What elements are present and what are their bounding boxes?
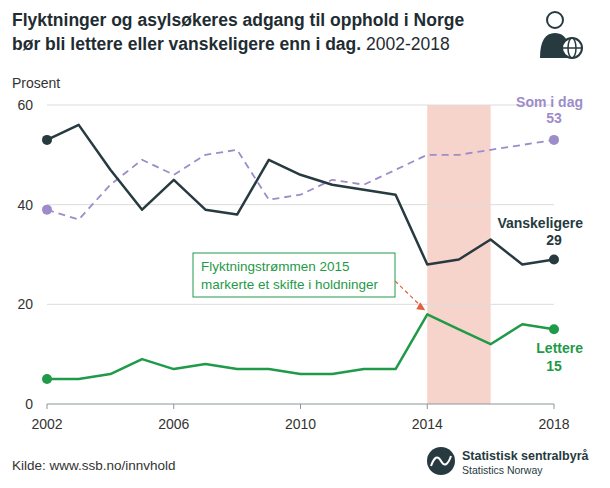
x-tick bbox=[173, 404, 174, 409]
source: Kilde: www.ssb.no/innvhold bbox=[12, 458, 176, 473]
title: Flyktninger og asylsøkeres adgang til op… bbox=[12, 8, 492, 56]
x-tick bbox=[554, 404, 555, 409]
grid-line bbox=[47, 204, 554, 205]
point bbox=[42, 135, 52, 145]
x-tick-label: 2006 bbox=[158, 416, 189, 432]
y-tick-label: 40 bbox=[17, 197, 33, 213]
chart: Prosent 0 20 40 60 2002 2006 2010 2014 2018 Som i … bbox=[0, 0, 610, 488]
grid-line bbox=[47, 304, 554, 305]
x-tick-label: 2002 bbox=[31, 416, 62, 432]
point bbox=[549, 324, 559, 334]
grid-line bbox=[47, 105, 554, 106]
end-value-label: 15 bbox=[546, 358, 562, 374]
y-axis-label: Prosent bbox=[12, 75, 60, 91]
x-tick bbox=[427, 404, 428, 409]
end-value-label: 53 bbox=[546, 110, 562, 126]
point bbox=[549, 254, 559, 264]
x-tick-label: 2010 bbox=[285, 416, 316, 432]
y-tick-label: 20 bbox=[17, 296, 33, 312]
plot-area bbox=[42, 125, 559, 384]
annotation-box bbox=[193, 253, 395, 297]
annotation-arrowhead bbox=[416, 302, 425, 310]
annotation-text: markerte et skifte i holdninger bbox=[201, 277, 379, 292]
logo-text: Statistisk sentralbyrå bbox=[462, 449, 588, 463]
icon bbox=[540, 12, 582, 58]
series-label: Vanskeligere bbox=[497, 215, 583, 231]
annotation-arrow bbox=[395, 281, 422, 307]
highlight-band bbox=[427, 105, 490, 404]
point bbox=[42, 374, 52, 384]
point bbox=[42, 205, 52, 215]
annotation-text: Flyktningstrømmen 2015 bbox=[201, 259, 350, 274]
series-label: Lettere bbox=[536, 340, 583, 356]
y-tick-label: 0 bbox=[25, 396, 33, 412]
point bbox=[549, 135, 559, 145]
subtitle: 2002-2018 bbox=[366, 34, 450, 54]
logo: Statistisk sentralbyråStatistics Norway bbox=[427, 447, 588, 476]
end-value-label: 29 bbox=[546, 232, 562, 248]
y-tick-label: 60 bbox=[17, 97, 33, 113]
x-tick-label: 2018 bbox=[538, 416, 569, 432]
x-tick-label: 2014 bbox=[412, 416, 443, 432]
series-line bbox=[47, 140, 554, 220]
series-label: Som i dag bbox=[516, 94, 583, 110]
x-tick bbox=[47, 404, 48, 409]
x-tick bbox=[300, 404, 301, 409]
series-line bbox=[47, 125, 554, 265]
series-line bbox=[47, 314, 554, 379]
logo-text-en: Statistics Norway bbox=[462, 464, 543, 476]
